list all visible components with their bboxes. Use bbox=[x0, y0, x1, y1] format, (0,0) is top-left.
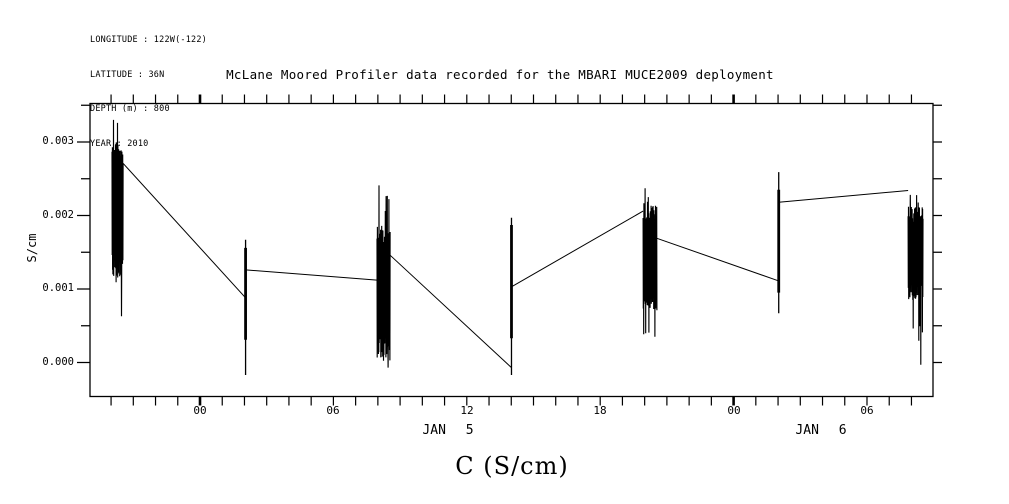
metadata-line-depth: DEPTH (m) : 800 bbox=[90, 104, 170, 114]
profile-cast-1 bbox=[111, 119, 124, 317]
x-tick-label-00a: 00 bbox=[193, 404, 207, 417]
date-label-jan5: JAN 5 bbox=[422, 423, 474, 438]
metadata-line-year: YEAR : 2010 bbox=[90, 138, 149, 149]
chart-title: McLane Moored Profiler data recorded for… bbox=[226, 67, 774, 82]
y-tick-label-0000: 0.000 bbox=[42, 356, 74, 368]
x-axis-label: C (S/cm) bbox=[455, 452, 569, 480]
y-axis-ticks bbox=[77, 104, 942, 364]
x-tick-label-18: 18 bbox=[593, 404, 607, 417]
drift-line-6 bbox=[778, 190, 909, 203]
metadata-line-latitude: LATITUDE : 36N bbox=[90, 69, 165, 80]
y-axis-label: S/cm bbox=[25, 233, 39, 263]
profile-cast-7 bbox=[907, 194, 924, 365]
profile-cast-3 bbox=[376, 185, 391, 368]
x-tick-label-12: 12 bbox=[460, 404, 474, 417]
drift-line-3 bbox=[389, 254, 512, 369]
drift-line-5 bbox=[656, 237, 779, 282]
y-tick-label-0002: 0.002 bbox=[42, 209, 74, 221]
drift-line-1 bbox=[122, 162, 246, 299]
metadata-block: LONGITUDE : 122W(-122) LATITUDE : 36N DE… bbox=[90, 12, 207, 173]
drift-line-2 bbox=[245, 269, 378, 281]
y-tick-label-0003: 0.003 bbox=[42, 135, 74, 147]
x-tick-label-00b: 00 bbox=[727, 404, 741, 417]
y-tick-label-0001: 0.001 bbox=[42, 282, 74, 294]
x-axis-midnight-ticks bbox=[198, 94, 735, 406]
x-tick-label-06b: 06 bbox=[860, 404, 874, 417]
x-tick-label-06a: 06 bbox=[326, 404, 340, 417]
date-label-jan6: JAN 6 bbox=[795, 423, 847, 438]
profile-cast-5 bbox=[642, 188, 658, 337]
x-axis-ticks bbox=[110, 94, 913, 406]
metadata-line-longitude: LONGITUDE : 122W(-122) bbox=[90, 35, 207, 45]
drift-line-4 bbox=[511, 210, 644, 288]
